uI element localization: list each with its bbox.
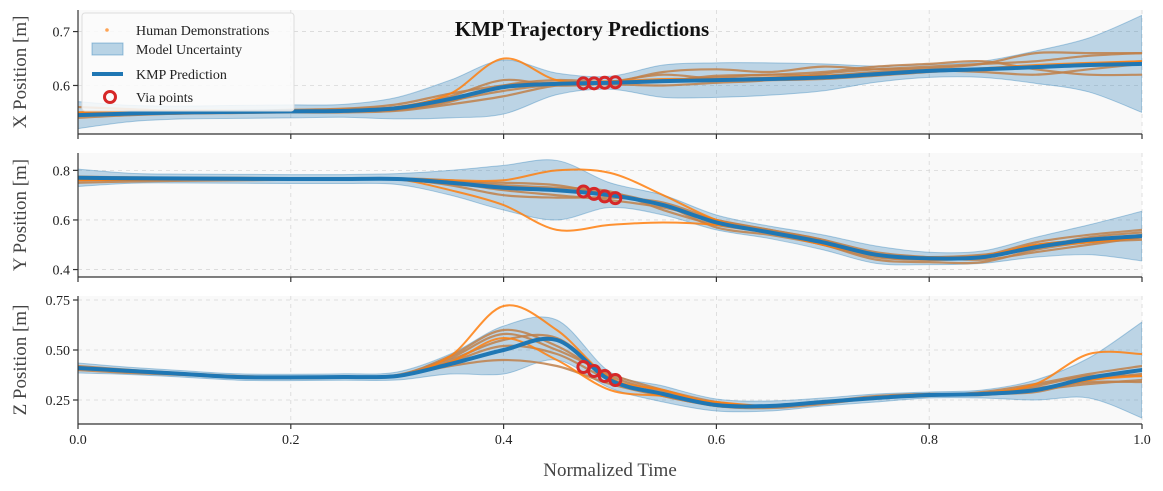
y-tick-label: 0.4 <box>53 264 71 279</box>
via-point <box>587 364 602 378</box>
y-tick-label: 0.25 <box>46 394 71 409</box>
legend: Human Demonstrations Model Uncertainty K… <box>81 12 295 112</box>
via-point <box>608 373 623 387</box>
panel-3: 0.0 0.2 0.4 0.6 0.8 1.0 0.25 0.50 0.75 Z Position… <box>10 294 1151 448</box>
legend-label-prediction: KMP Prediction <box>136 68 227 83</box>
y-tick-label: 0.7 <box>53 26 71 41</box>
legend-label-uncertainty: Model Uncertainty <box>136 43 242 58</box>
x-tick-label: 1.0 <box>1133 433 1151 448</box>
x-tick-label: 0.0 <box>69 433 87 448</box>
panels-layer: 0.6 0.7 X Position [m] 0.4 0.6 0.8 Y Position … <box>10 10 1151 448</box>
y-tick-label: 0.50 <box>46 344 71 359</box>
panel-background <box>78 296 1142 424</box>
y-axis-label: X Position [m] <box>10 16 31 129</box>
x-tick-label: 0.4 <box>495 433 513 448</box>
x-axis-label: Normalized Time <box>543 460 677 481</box>
y-axis-label: Z Position [m] <box>10 305 31 416</box>
via-point <box>608 75 623 90</box>
legend-frame <box>81 12 295 112</box>
y-tick-label: 0.6 <box>53 79 71 94</box>
panel-2: 0.4 0.6 0.8 Y Position [m] <box>10 153 1143 282</box>
uncertainty-band <box>78 159 1142 266</box>
y-tick-label: 0.6 <box>53 214 71 229</box>
x-tick-label: 0.6 <box>708 433 726 448</box>
legend-marker-uncertainty <box>91 42 124 56</box>
uncertainty-band <box>78 316 1142 419</box>
legend-marker-via-points <box>103 90 117 104</box>
chart-title: KMP Trajectory Predictions <box>455 17 709 41</box>
x-tick-label: 0.2 <box>282 433 300 448</box>
y-tick-label: 0.75 <box>46 294 71 309</box>
via-point <box>608 191 623 206</box>
y-tick-label: 0.8 <box>53 164 71 179</box>
legend-marker-demonstrations <box>105 28 109 32</box>
x-tick-label: 0.8 <box>920 433 938 448</box>
legend-label-via-points: Via points <box>136 91 193 106</box>
legend-label-demonstrations: Human Demonstrations <box>136 24 269 39</box>
y-axis-label: Y Position [m] <box>10 159 31 271</box>
